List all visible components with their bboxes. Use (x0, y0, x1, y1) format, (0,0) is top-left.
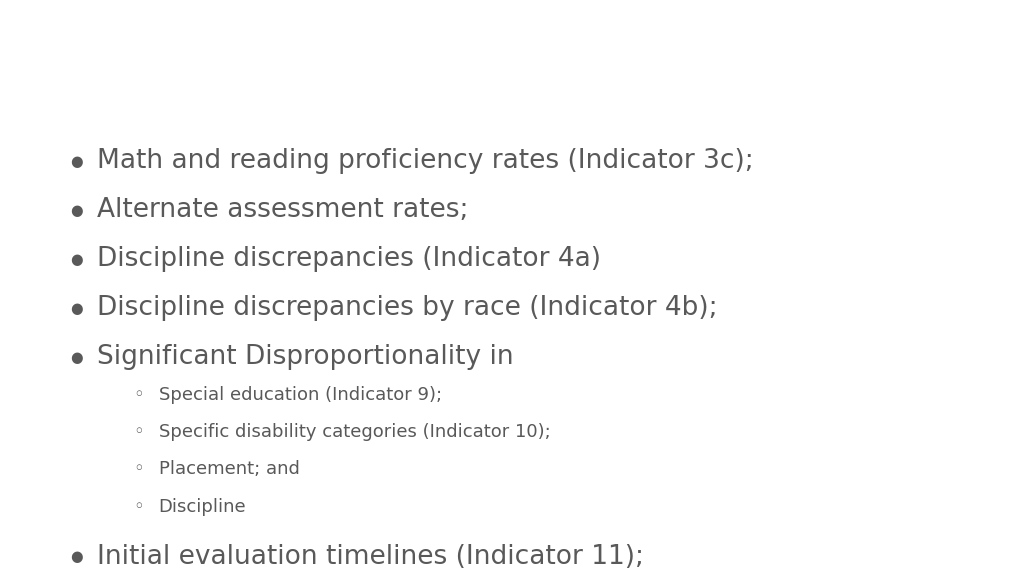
Text: Significant Disproportionality in: Significant Disproportionality in (97, 344, 514, 370)
Text: Discipline: Discipline (159, 498, 247, 516)
Text: ●: ● (71, 252, 83, 267)
Text: ◦: ◦ (133, 460, 143, 479)
Text: Math and reading proficiency rates (Indicator 3c);: Math and reading proficiency rates (Indi… (97, 148, 754, 175)
Text: ◦: ◦ (133, 498, 143, 516)
Text: ●: ● (71, 154, 83, 169)
Text: ◦: ◦ (133, 423, 143, 441)
Text: Discipline discrepancies (Indicator 4a): Discipline discrepancies (Indicator 4a) (97, 246, 601, 272)
Text: Alternate assessment rates;: Alternate assessment rates; (97, 197, 469, 223)
Text: Discipline discrepancies by race (Indicator 4b);: Discipline discrepancies by race (Indica… (97, 295, 718, 321)
Text: ●: ● (71, 549, 83, 564)
Text: Initial evaluation timelines (Indicator 11);: Initial evaluation timelines (Indicator … (97, 544, 644, 570)
Text: ●: ● (71, 350, 83, 365)
Text: ●: ● (71, 301, 83, 316)
Text: ◦: ◦ (133, 385, 143, 404)
Text: Placement; and: Placement; and (159, 460, 300, 479)
Text: Specific disability categories (Indicator 10);: Specific disability categories (Indicato… (159, 423, 551, 441)
Text: Special education (Indicator 9);: Special education (Indicator 9); (159, 385, 441, 404)
Text: ●: ● (71, 203, 83, 218)
